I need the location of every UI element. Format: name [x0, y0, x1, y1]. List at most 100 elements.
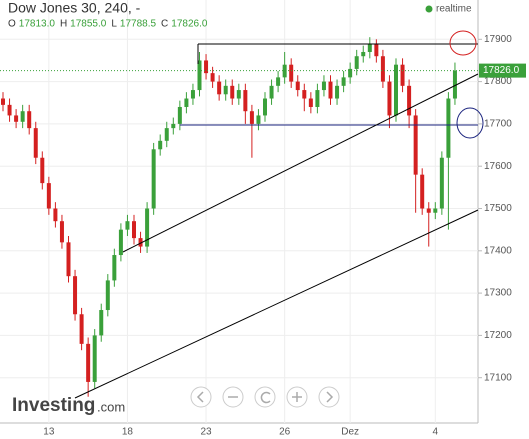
candle-body [420, 174, 425, 209]
candle-body [118, 229, 123, 256]
candle-body [315, 90, 320, 107]
scroll-left-button[interactable] [190, 386, 212, 408]
y-tick-label: 17700 [484, 119, 512, 130]
candle-body [452, 70, 457, 99]
candle-body [387, 81, 392, 116]
candle-body [99, 310, 104, 336]
candle-body [177, 106, 182, 124]
x-tick-label: 4 [433, 427, 439, 438]
candle-body [236, 90, 241, 99]
y-tick-label: 17900 [484, 34, 512, 45]
candle-body [439, 157, 444, 209]
trendline [122, 73, 479, 253]
candle-body [394, 64, 398, 116]
ohlc-key: C [161, 19, 168, 30]
candle-body [276, 77, 281, 86]
candle-body [256, 115, 261, 124]
ohlc-value: 17788.5 [120, 19, 157, 30]
candle-body [14, 115, 19, 122]
ohlc-value: 17813.0 [19, 19, 56, 30]
candle-body [302, 90, 307, 99]
candle-body [426, 208, 431, 213]
y-tick-label: 17300 [484, 288, 512, 299]
y-tick-label: 17800 [484, 76, 512, 87]
candle-body [223, 85, 228, 95]
candle-body [230, 85, 235, 99]
realtime-dot [425, 5, 433, 13]
icon [196, 391, 204, 403]
candle-body [171, 123, 176, 129]
y-tick-label: 17400 [484, 245, 512, 256]
candle-body [190, 90, 195, 99]
candle-body [79, 314, 84, 344]
candle-body [407, 85, 412, 116]
candle-body [105, 280, 110, 311]
candle-body [354, 56, 359, 69]
chart-title: Dow Jones 30, 240, - [8, 0, 141, 16]
ohlc-key: O [8, 19, 16, 30]
candle-body [164, 128, 169, 141]
candle-body [210, 73, 215, 82]
x-tick-label: 13 [43, 427, 55, 438]
trendline [74, 209, 479, 399]
candle-body [40, 157, 45, 184]
last-price-label: 17826.0 [483, 65, 520, 76]
candle-body [217, 81, 222, 95]
y-tick-label: 17100 [484, 372, 512, 383]
ohlc-key: H [60, 19, 67, 30]
candle-body [446, 98, 451, 158]
candle-body [197, 60, 202, 91]
candle-body [400, 64, 405, 86]
candle-body [433, 208, 438, 213]
ohlc-value: 17826.0 [171, 19, 208, 30]
candle-body [138, 238, 143, 247]
candle-body [20, 111, 25, 122]
candle-body [361, 51, 366, 57]
candle-body [125, 221, 130, 230]
candle-body [341, 77, 346, 86]
ohlc-key: L [111, 19, 117, 30]
ohlc-value: 17855.0 [70, 19, 107, 30]
annotation-circle [449, 30, 477, 56]
y-tick-label: 17500 [484, 203, 512, 214]
x-tick-label: Dez [341, 427, 359, 438]
candle-body [282, 64, 287, 78]
y-tick-label: 17200 [484, 330, 512, 341]
candle-body [66, 242, 71, 277]
scroll-right-button[interactable] [318, 386, 340, 408]
x-tick-label: 18 [122, 427, 134, 438]
candle-body [335, 85, 340, 99]
candle-body [59, 221, 64, 243]
candle-body [204, 60, 209, 74]
reset-button[interactable] [254, 386, 276, 408]
candle-body [295, 81, 300, 91]
candle-body [7, 104, 12, 116]
candle-body [86, 343, 91, 382]
brand-name: Investing [12, 395, 95, 416]
x-tick-label: 23 [200, 427, 212, 438]
realtime-label: realtime [436, 4, 472, 15]
last-price-tag [479, 63, 526, 78]
candle-body [27, 111, 32, 129]
candle-body [308, 98, 313, 107]
candle-body [269, 85, 274, 99]
annotation-circle [456, 107, 484, 139]
icon [326, 391, 334, 403]
brand-suffix: .com [97, 399, 125, 414]
candle-body [132, 221, 136, 239]
candle-body [321, 81, 326, 91]
icon [260, 391, 271, 404]
candle-body [92, 335, 97, 382]
candle-body [328, 81, 333, 99]
candle-body [348, 68, 353, 78]
candle-body [112, 255, 117, 281]
candle-body [46, 183, 51, 209]
candle-body [380, 56, 385, 82]
candle-body [184, 98, 189, 107]
candle-body [243, 90, 248, 112]
candle-body [249, 111, 254, 124]
candle-body [145, 208, 150, 247]
candle-body [413, 115, 418, 175]
